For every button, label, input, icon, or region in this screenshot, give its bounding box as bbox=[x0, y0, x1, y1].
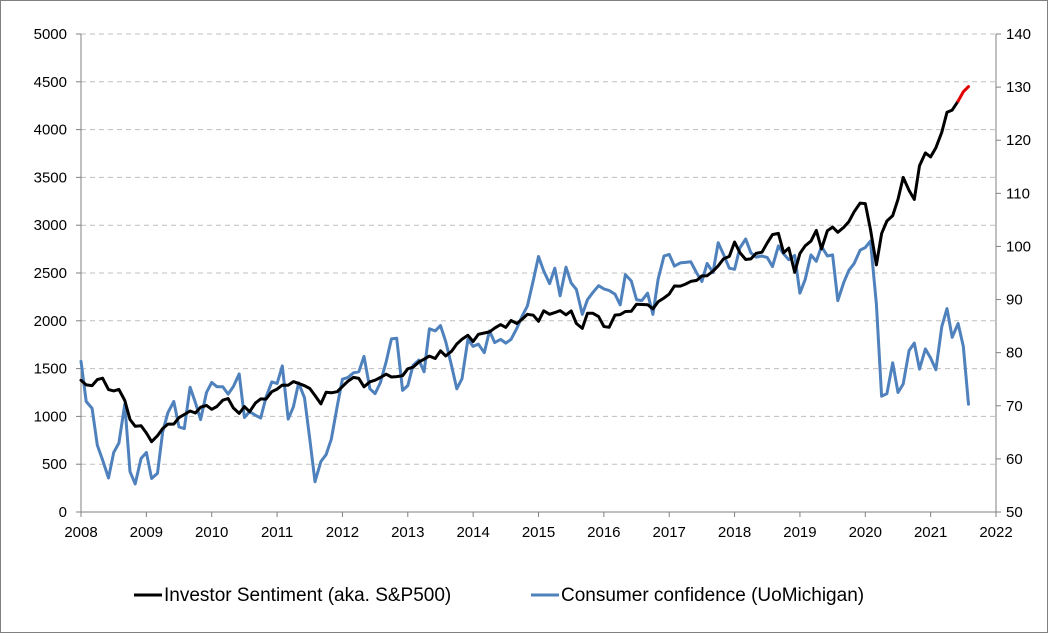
left-tick-label: 4500 bbox=[34, 74, 67, 91]
legend-consumer-confidence-label: Consumer confidence (UoMichigan) bbox=[561, 585, 864, 606]
legend-sp500-label: Investor Sentiment (aka. S&P500) bbox=[164, 585, 451, 606]
x-tick-label: 2021 bbox=[914, 524, 947, 541]
left-tick-label: 4000 bbox=[34, 122, 67, 139]
right-tick-label: 100 bbox=[1006, 238, 1031, 255]
legend: Investor Sentiment (aka. S&P500) Consumer… bbox=[134, 585, 864, 606]
x-tick-label: 2016 bbox=[587, 524, 620, 541]
left-tick-label: 1000 bbox=[34, 408, 67, 425]
x-tick-label: 2014 bbox=[456, 524, 489, 541]
sp500-line bbox=[79, 99, 960, 444]
right-tick-label: 120 bbox=[1006, 132, 1031, 149]
sp500-latest-segment bbox=[956, 85, 970, 103]
x-tick-label: 2015 bbox=[522, 524, 555, 541]
right-tick-label: 50 bbox=[1006, 504, 1023, 521]
left-tick-label: 500 bbox=[42, 456, 67, 473]
right-tick-label: 70 bbox=[1006, 398, 1023, 415]
grid-lines bbox=[81, 33, 996, 465]
x-tick-label: 2009 bbox=[130, 524, 163, 541]
right-tick-label: 80 bbox=[1006, 345, 1023, 362]
x-tick-label: 2011 bbox=[261, 524, 293, 541]
right-tick-label: 60 bbox=[1006, 451, 1023, 468]
left-tick-label: 2000 bbox=[34, 313, 67, 330]
right-tick-label: 90 bbox=[1006, 292, 1023, 309]
right-axis-tick-labels: 50 60 70 80 90 100 110 120 130 140 bbox=[1006, 26, 1031, 521]
left-tick-label: 0 bbox=[59, 504, 67, 521]
left-tick-label: 3000 bbox=[34, 217, 67, 234]
right-tick-label: 110 bbox=[1006, 185, 1030, 202]
x-tick-label: 2022 bbox=[979, 524, 1012, 541]
x-tick-label: 2012 bbox=[326, 524, 359, 541]
x-tick-label: 2017 bbox=[653, 524, 686, 541]
series-lines bbox=[79, 85, 970, 486]
left-tick-label: 5000 bbox=[34, 26, 67, 43]
x-tick-label: 2010 bbox=[195, 524, 228, 541]
left-tick-label: 3500 bbox=[34, 169, 67, 186]
axes bbox=[76, 33, 1001, 517]
x-tick-label: 2013 bbox=[391, 524, 424, 541]
x-tick-label: 2019 bbox=[783, 524, 816, 541]
x-axis-tick-labels: 2008 2009 2010 2011 2012 2013 2014 2015 2016 2017… bbox=[64, 524, 1012, 541]
consumer-confidence-line bbox=[79, 237, 970, 486]
left-tick-label: 1500 bbox=[34, 361, 67, 378]
right-tick-label: 140 bbox=[1006, 26, 1031, 43]
x-tick-label: 2018 bbox=[718, 524, 751, 541]
x-tick-label: 2008 bbox=[64, 524, 97, 541]
x-tick-label: 2020 bbox=[849, 524, 882, 541]
left-axis-tick-labels: 0 500 1000 1500 2000 2500 3000 3500 4000 4500 5000 bbox=[34, 26, 67, 521]
right-tick-label: 130 bbox=[1006, 79, 1031, 96]
left-tick-label: 2500 bbox=[34, 265, 67, 282]
